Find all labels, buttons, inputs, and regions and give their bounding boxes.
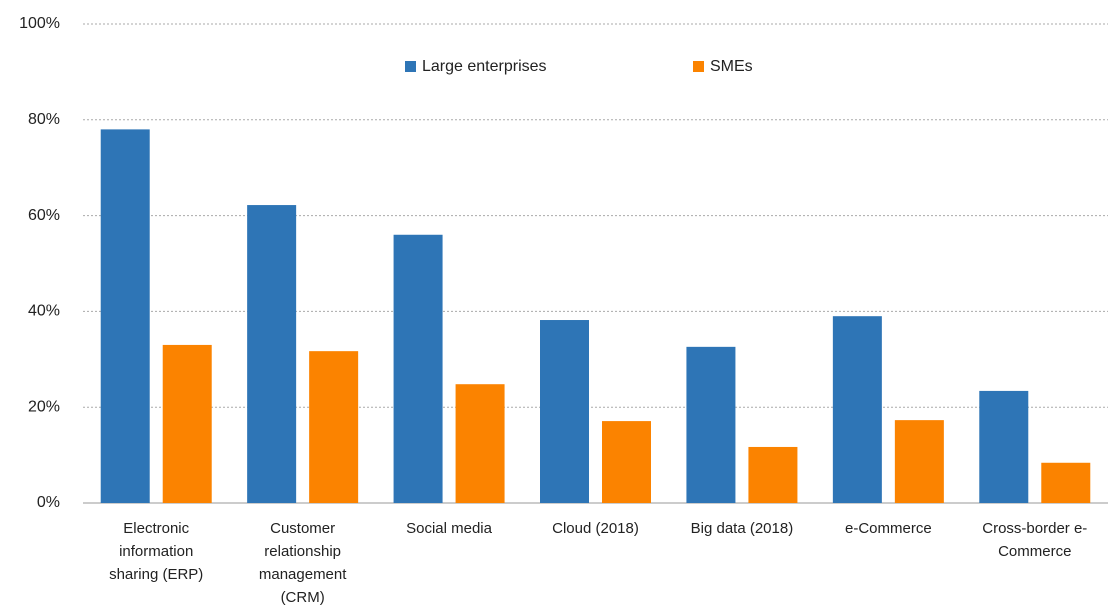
y-tick-label: 20% (28, 398, 60, 415)
bar (540, 320, 589, 503)
bar (162, 344, 212, 503)
legend-label: Large enterprises (422, 58, 547, 75)
x-tick-label: Social media (406, 520, 492, 537)
legend-swatch (693, 61, 704, 72)
x-tick-label: e-Commerce (845, 520, 932, 537)
bar (455, 384, 505, 503)
bar (393, 234, 443, 503)
bar (309, 351, 359, 503)
y-tick-label: 40% (28, 303, 60, 320)
legend-swatch (405, 61, 416, 72)
x-tick-label: Electronic information sharing (ERP) (109, 520, 204, 583)
bar (894, 420, 944, 503)
bar (748, 446, 798, 503)
x-tick-label: Customer relationship management (CRM) (258, 520, 347, 606)
y-tick-label: 100% (19, 15, 60, 32)
bar (247, 205, 297, 503)
bar (686, 346, 736, 503)
legend-label: SMEs (710, 58, 753, 75)
bar (1041, 462, 1091, 503)
bar (979, 390, 1029, 503)
bar (602, 421, 651, 503)
x-tick-label: Cross-border e-Commerce (982, 520, 1088, 560)
y-tick-label: 0% (37, 494, 60, 511)
bar (100, 129, 150, 503)
bar (832, 316, 882, 503)
x-tick-label: Cloud (2018) (552, 520, 639, 537)
y-tick-label: 80% (28, 111, 60, 128)
y-tick-label: 60% (28, 207, 60, 224)
x-tick-label: Big data (2018) (690, 520, 794, 537)
